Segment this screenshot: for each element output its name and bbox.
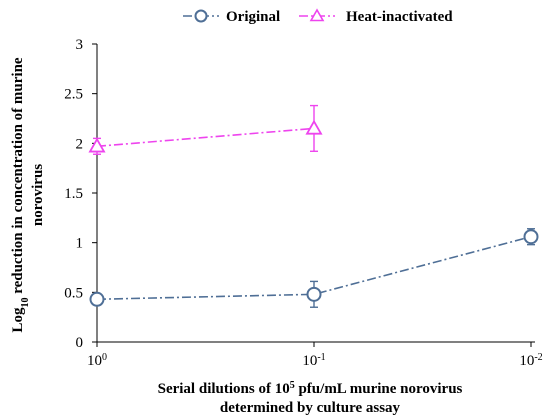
y-tick-label: 2 (76, 136, 84, 152)
data-point (523, 229, 539, 245)
x-axis-title-line2: determined by culture assay (220, 400, 401, 416)
y-tick-label: 0.5 (64, 285, 83, 301)
y-tick-label: 1 (76, 236, 84, 252)
y-tick-label: 1.5 (64, 186, 83, 202)
data-point (89, 291, 105, 307)
legend-marker (194, 9, 208, 23)
y-axis-title: Log10 reduction in concentration of muri… (10, 57, 31, 332)
axes: 0 0.5 1 1.5 2 2.5 3 100 10-1 10-2 (64, 37, 542, 369)
legend-marker (309, 8, 325, 22)
x-tick-label: 10-2 (519, 352, 542, 370)
y-tick-label: 3 (76, 37, 84, 53)
data-point (88, 137, 106, 153)
legend-item: Heat-inactivated (299, 8, 453, 25)
legend-label: Heat-inactivated (346, 9, 453, 25)
series-heat-inactivated (88, 104, 323, 155)
series-original (89, 228, 539, 308)
data-point (306, 286, 322, 302)
legend-label: Original (226, 9, 280, 25)
y-tick-label: 0 (76, 335, 84, 351)
legend: Original Heat-inactivated (183, 8, 453, 25)
legend-item: Original (183, 9, 280, 25)
y-tick-label: 2.5 (64, 87, 83, 103)
series-line (96, 127, 315, 148)
x-tick-label: 10-1 (302, 352, 325, 370)
y-axis-title-line2: norovirus (30, 164, 46, 226)
data-point (305, 119, 323, 135)
series-group (88, 104, 539, 308)
x-tick-label: 100 (87, 352, 107, 370)
x-axis-title: Serial dilutions of 105 pfu/mL murine no… (158, 380, 463, 398)
